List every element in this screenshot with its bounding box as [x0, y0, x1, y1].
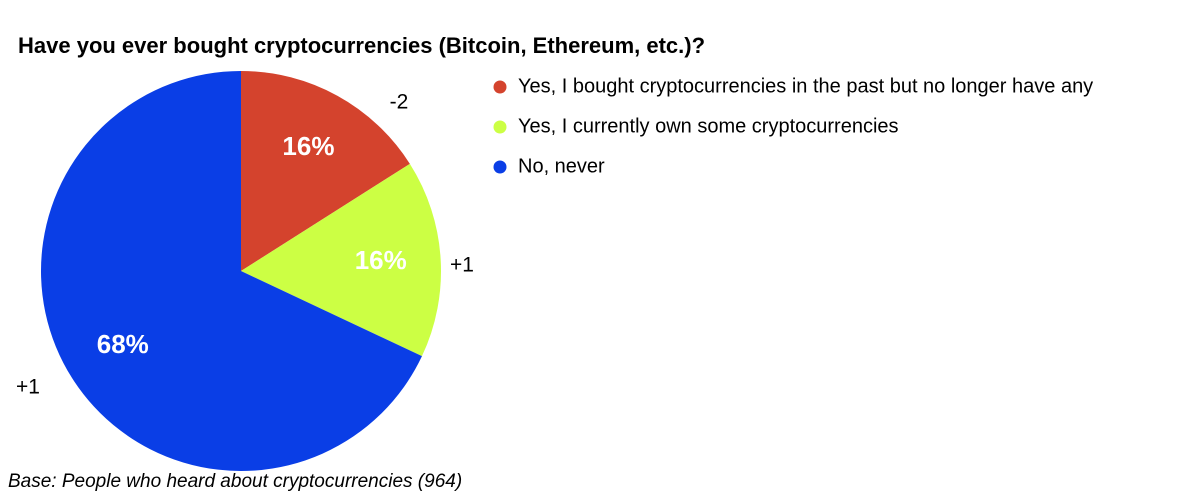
pie-slice	[41, 70, 422, 471]
slice-label: 68%	[97, 329, 149, 359]
slice-label: 16%	[355, 245, 407, 275]
legend-marker	[493, 80, 507, 94]
chart-title: Have you ever bought cryptocurrencies (B…	[18, 33, 705, 58]
legend-label: Yes, I bought cryptocurrencies in the pa…	[518, 75, 1093, 97]
legend-label: No, never	[518, 155, 605, 177]
legend-marker	[493, 120, 507, 134]
legend-marker	[493, 160, 507, 174]
pie-slice	[241, 163, 442, 357]
pie-slice	[241, 71, 410, 271]
change-label: -2	[390, 91, 409, 114]
legend-label: Yes, I currently own some cryptocurrenci…	[518, 115, 899, 137]
change-label: +1	[450, 254, 474, 277]
footnote: Base: People who heard about cryptocurre…	[8, 471, 462, 492]
slice-label: 16%	[282, 131, 334, 161]
change-label: +1	[16, 376, 40, 399]
